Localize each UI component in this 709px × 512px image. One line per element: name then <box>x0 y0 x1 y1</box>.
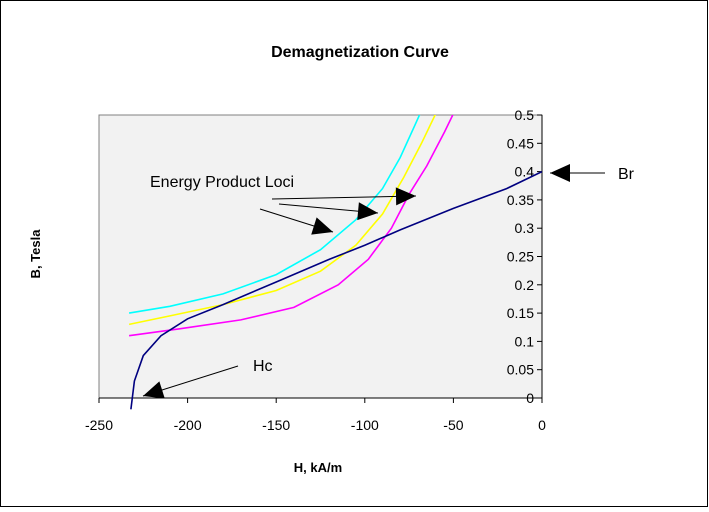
y-tick-label: 0.2 <box>515 277 535 293</box>
hc-arrow-head <box>143 381 165 399</box>
series-line-1 <box>128 115 421 314</box>
hc-label: Hc <box>253 358 273 375</box>
loci-arrow-2-head <box>357 202 378 221</box>
x-tick-label: -150 <box>262 417 290 433</box>
x-tick-label: -100 <box>351 417 379 433</box>
plot-area <box>98 114 543 399</box>
y-tick-label: 0 <box>526 390 534 406</box>
loci-arrow-3-head <box>395 187 416 206</box>
loci-arrow-3-shaft <box>271 195 417 200</box>
y-tick-label: 0.45 <box>507 135 534 151</box>
br-label: Br <box>618 166 635 183</box>
br-arrow-head <box>550 164 570 182</box>
y-tick-label: 0.15 <box>507 305 534 321</box>
y-tick-label: 0.5 <box>515 107 535 123</box>
y-tick-label: 0.05 <box>507 362 534 378</box>
energy-product-loci-label: Energy Product Loci <box>150 174 294 191</box>
loci-arrow-1-head <box>311 217 333 235</box>
x-axis-label: H, kA/m <box>294 460 342 475</box>
x-tick-label: 0 <box>538 417 546 433</box>
y-tick-label: 0.3 <box>515 220 535 236</box>
series-line-2 <box>128 115 436 326</box>
x-tick-label: -50 <box>443 417 463 433</box>
series-line-3 <box>128 115 454 337</box>
x-tick-label: -200 <box>174 417 202 433</box>
chart-title: Demagnetization Curve <box>271 44 449 61</box>
y-tick-label: 0.4 <box>515 164 535 180</box>
y-tick-label: 0.35 <box>507 192 534 208</box>
y-axis-label: B, Tesla <box>28 229 43 279</box>
series-line-4 <box>130 170 542 410</box>
y-tick-label: 0.25 <box>507 249 534 265</box>
y-tick-label: 0.1 <box>515 333 535 349</box>
x-tick-label: -250 <box>85 417 113 433</box>
